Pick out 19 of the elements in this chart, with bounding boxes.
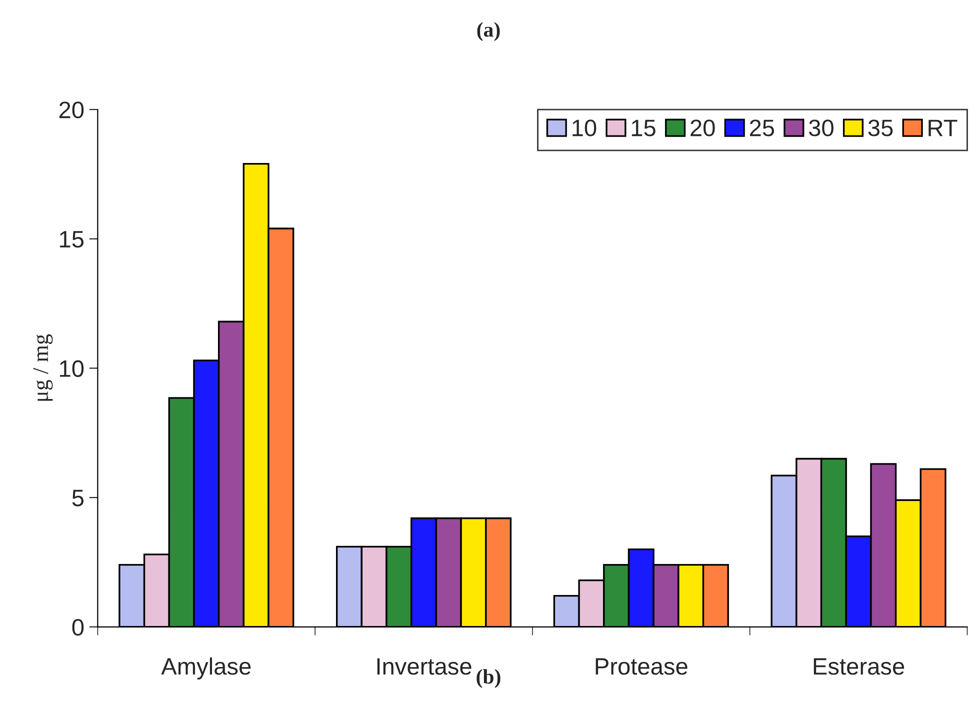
legend-label: 30 (808, 120, 834, 136)
legend-label: 15 (632, 120, 656, 136)
legend-label: 25 (750, 120, 774, 136)
x-tick-label: Esterase (814, 658, 904, 675)
legend-label: RT (928, 120, 958, 136)
x-tick-label: Invertase (377, 658, 472, 675)
text: (b) (476, 669, 500, 688)
x-tick-label: Amylase (161, 657, 251, 680)
y-tick-label: 10 (60, 360, 84, 377)
y-tick-label: 20 (59, 102, 84, 118)
y-tick-label: 15 (60, 231, 84, 248)
legend-label: 35 (868, 120, 893, 136)
x-tick-label: Protease (596, 658, 688, 675)
y-tick-label: 5 (72, 490, 84, 506)
legend-label: 10 (572, 120, 596, 136)
chart-title: (a) (477, 22, 500, 42)
y-tick-label: 0 (72, 618, 84, 636)
y-axis-title: μg / mg (33, 334, 53, 401)
legend-label: 20 (690, 120, 715, 136)
